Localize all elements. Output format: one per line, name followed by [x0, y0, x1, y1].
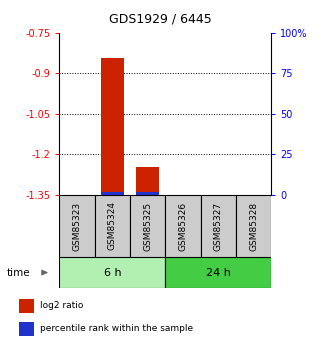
- Bar: [236, 195, 271, 257]
- Bar: [201, 195, 236, 257]
- Bar: [101, 192, 124, 195]
- Text: log2 ratio: log2 ratio: [40, 301, 83, 310]
- Text: time: time: [6, 268, 30, 277]
- Text: percentile rank within the sample: percentile rank within the sample: [40, 324, 193, 333]
- Bar: [101, 58, 124, 195]
- Bar: [59, 257, 165, 288]
- Text: GSM85328: GSM85328: [249, 201, 258, 250]
- Text: GSM85324: GSM85324: [108, 201, 117, 250]
- Text: GSM85326: GSM85326: [178, 201, 187, 250]
- Bar: [136, 167, 159, 195]
- Bar: [130, 195, 165, 257]
- Bar: [59, 195, 95, 257]
- Bar: [19, 322, 34, 336]
- Bar: [19, 298, 34, 313]
- Text: GSM85327: GSM85327: [214, 201, 223, 250]
- Text: GSM85323: GSM85323: [73, 201, 82, 250]
- Bar: [95, 195, 130, 257]
- Text: 6 h: 6 h: [104, 268, 121, 277]
- Bar: [136, 192, 159, 195]
- Text: 24 h: 24 h: [206, 268, 231, 277]
- Bar: [165, 195, 201, 257]
- Text: GSM85325: GSM85325: [143, 201, 152, 250]
- Bar: [165, 257, 271, 288]
- Text: GDS1929 / 6445: GDS1929 / 6445: [109, 12, 212, 25]
